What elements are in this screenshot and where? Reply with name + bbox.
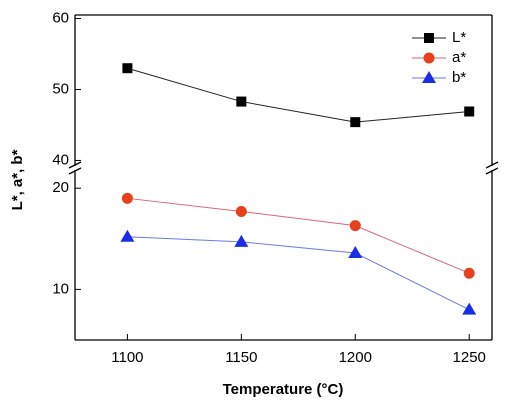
y-tick-label: 50	[52, 80, 69, 97]
marker	[236, 96, 247, 107]
y-tick-label: 60	[52, 10, 69, 27]
marker	[348, 245, 363, 258]
axis-break	[485, 161, 499, 169]
legend-label: L*	[452, 29, 466, 46]
x-axis-title: Temperature (°C)	[223, 381, 344, 398]
x-tick-label: 1150	[225, 349, 257, 366]
legend-label: b*	[452, 69, 466, 86]
marker	[350, 117, 361, 128]
series-line	[127, 67, 470, 123]
marker	[235, 205, 247, 217]
marker	[423, 52, 435, 64]
marker	[120, 229, 135, 242]
marker	[462, 302, 477, 315]
marker	[422, 71, 436, 83]
x-tick-label: 1250	[453, 349, 486, 366]
axis-break	[485, 167, 499, 175]
marker	[234, 234, 249, 247]
legend-label: a*	[452, 49, 466, 66]
y-axis-title: L*, a*, b*	[9, 149, 26, 210]
series-line	[127, 197, 470, 274]
y-tick-label: 20	[52, 179, 69, 196]
marker	[464, 106, 475, 117]
x-tick-label: 1100	[111, 349, 143, 366]
marker	[463, 267, 475, 279]
y-tick-label: 40	[52, 151, 69, 168]
series-line	[127, 236, 470, 311]
axis-break	[68, 167, 82, 175]
marker	[349, 220, 361, 232]
marker	[424, 33, 434, 43]
marker	[121, 192, 133, 204]
marker	[122, 63, 133, 74]
y-tick-label: 10	[52, 280, 69, 297]
x-tick-label: 1200	[339, 349, 372, 366]
axis-break	[68, 161, 82, 169]
